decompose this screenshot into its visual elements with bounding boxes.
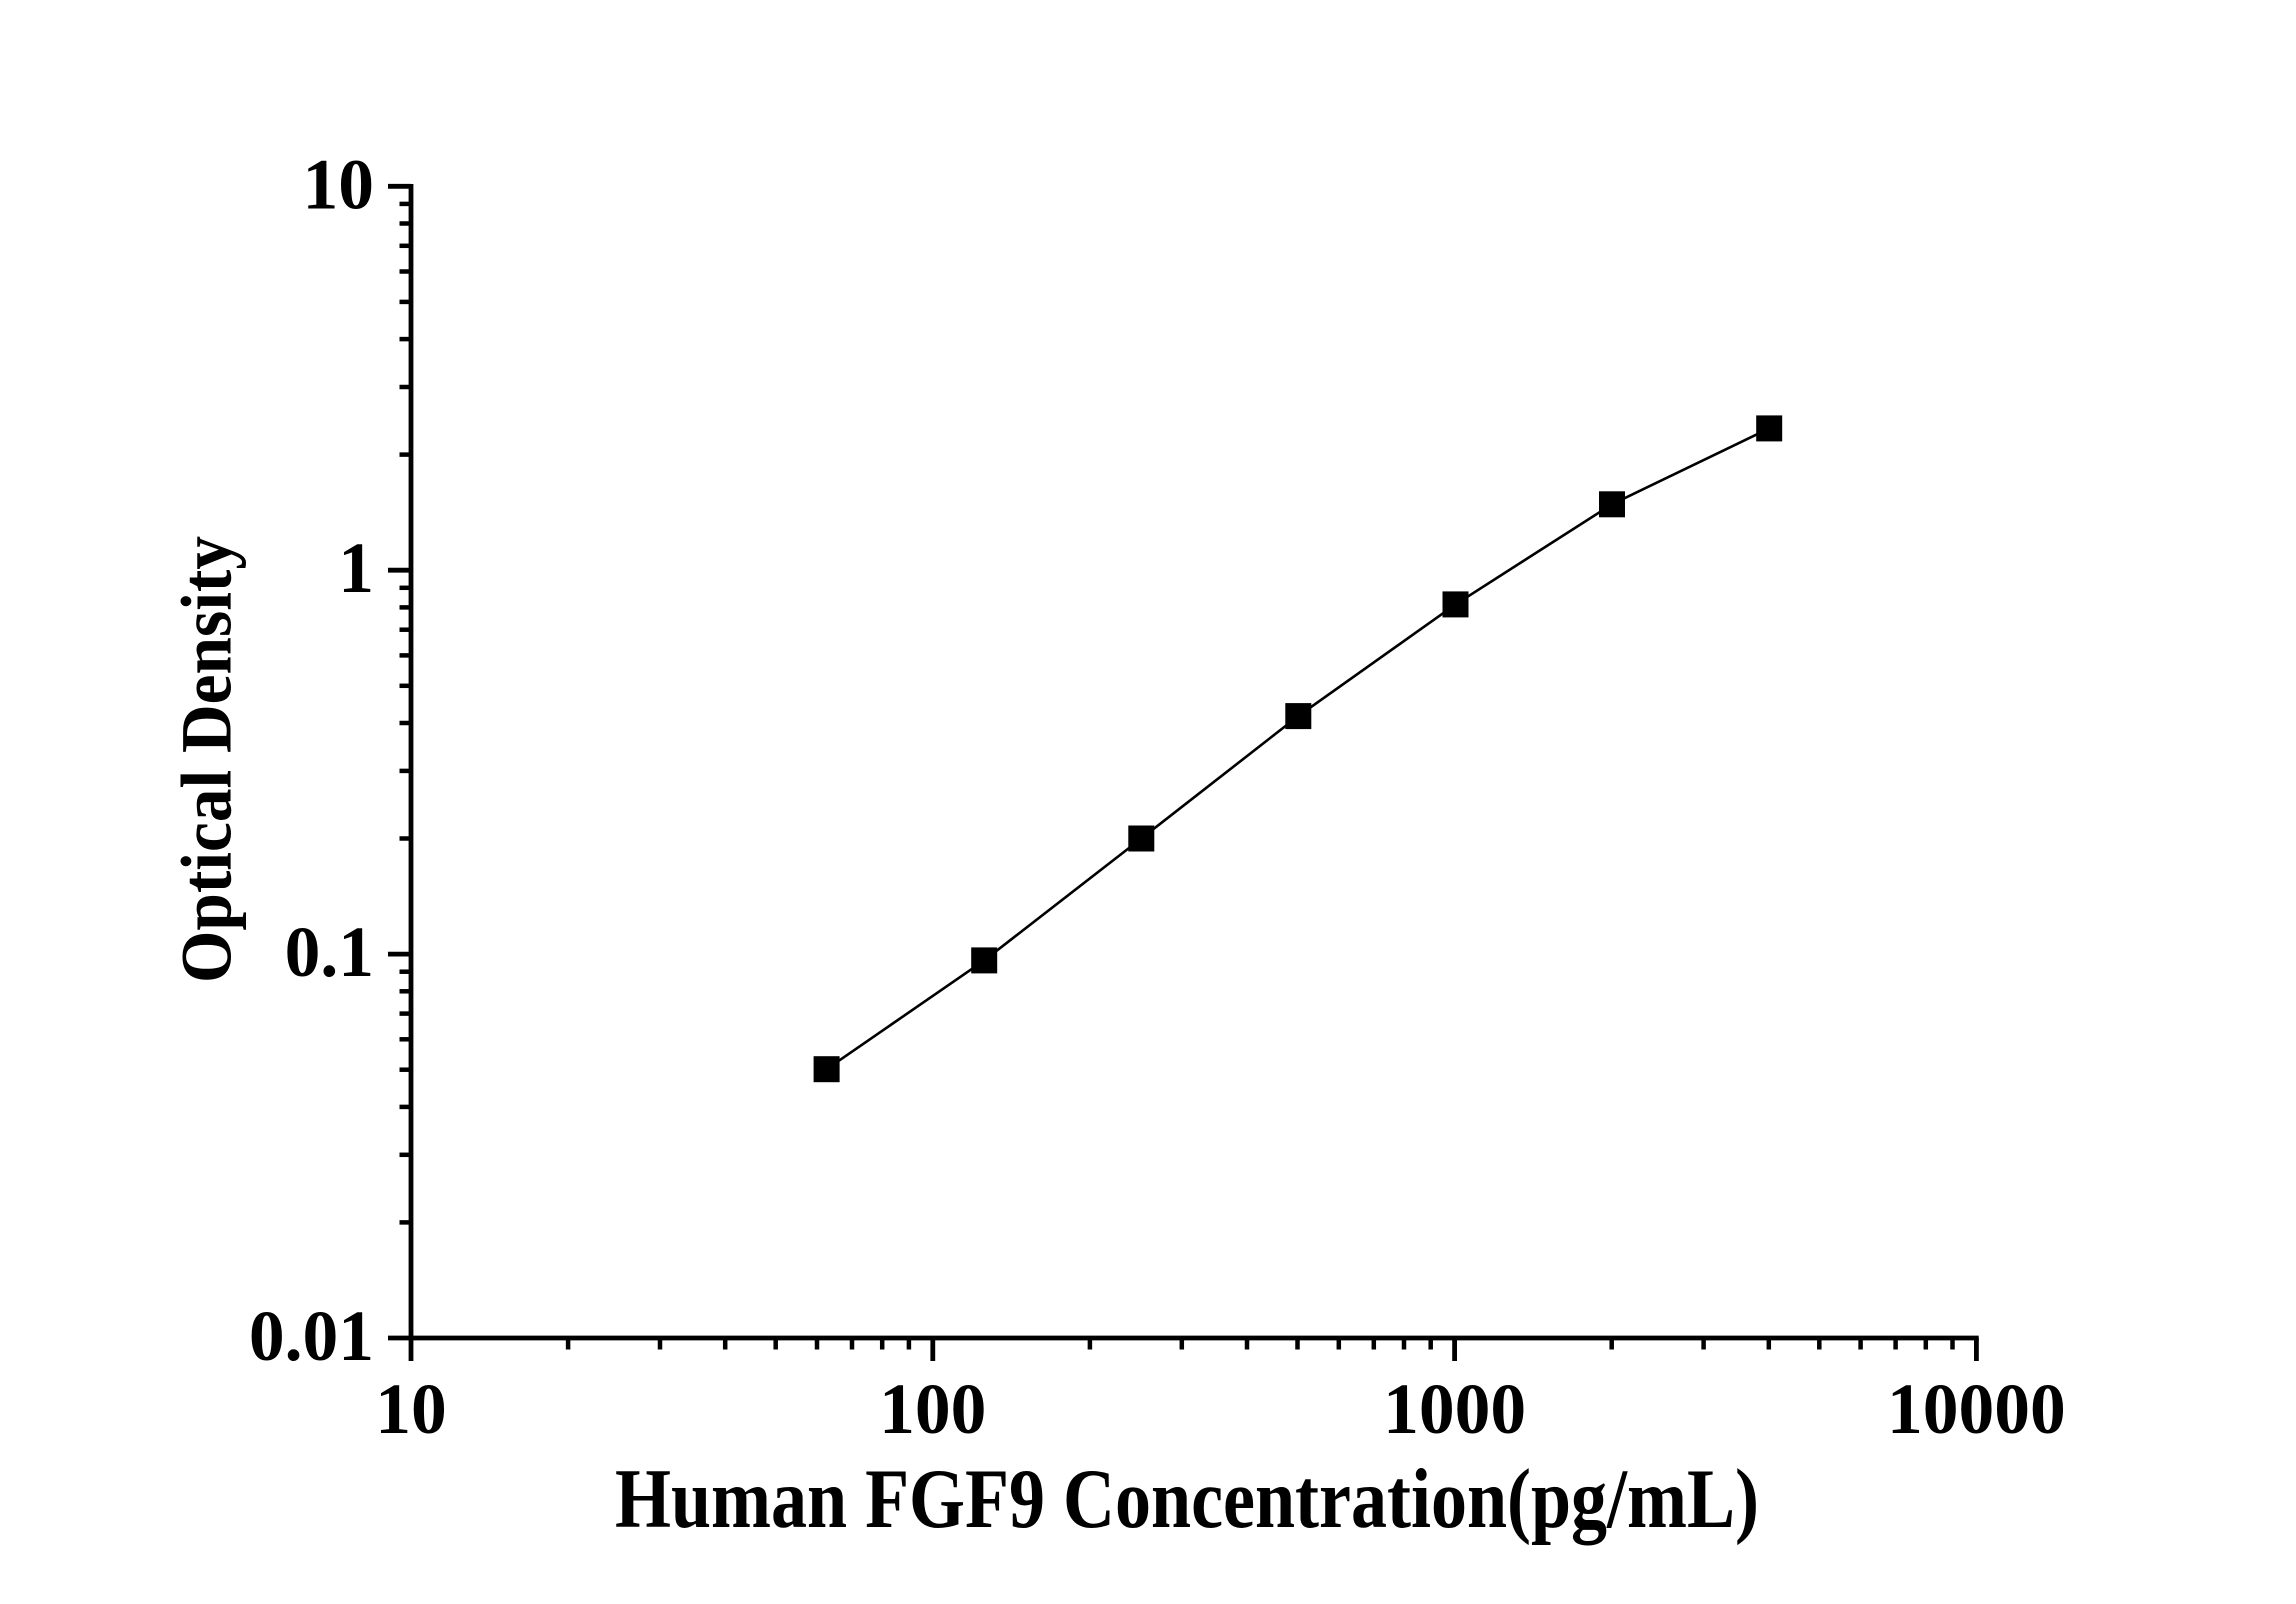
svg-text:Optical Density: Optical Density bbox=[168, 536, 247, 983]
svg-text:100: 100 bbox=[879, 1370, 986, 1449]
svg-text:1: 1 bbox=[338, 529, 374, 608]
svg-text:1000: 1000 bbox=[1383, 1370, 1526, 1449]
svg-text:10: 10 bbox=[303, 145, 375, 224]
svg-text:0.1: 0.1 bbox=[285, 913, 374, 992]
svg-text:Human FGF9 Concentration(pg/mL: Human FGF9 Concentration(pg/mL) bbox=[615, 1452, 1759, 1546]
svg-text:0.01: 0.01 bbox=[249, 1297, 374, 1376]
svg-text:10: 10 bbox=[375, 1370, 447, 1449]
svg-text:10000: 10000 bbox=[1887, 1370, 2066, 1449]
